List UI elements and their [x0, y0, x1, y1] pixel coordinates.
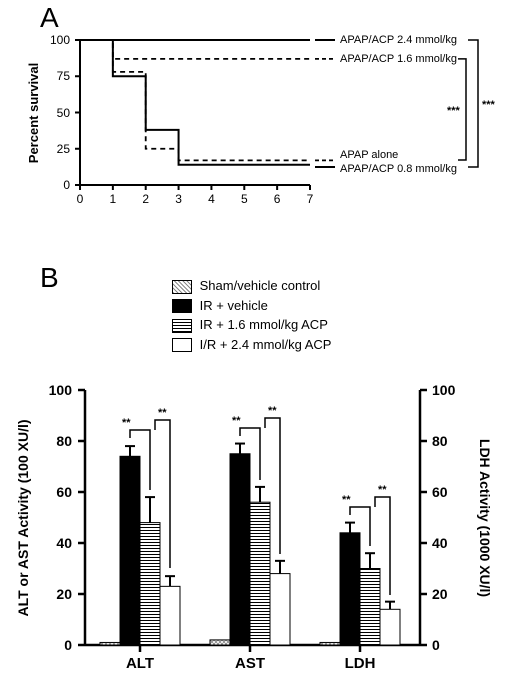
panel-a-sig-inner2: *** [447, 105, 461, 117]
ybr-tick-0: 0 [432, 637, 440, 653]
sig-ldh-1: ** [342, 494, 351, 506]
legend-a-acp24: APAP/ACP 2.4 mmol/kg [340, 34, 457, 46]
ya-tick-100: 100 [50, 33, 70, 47]
ybr-tick-100: 100 [432, 382, 456, 398]
xtick-ast: AST [235, 655, 265, 672]
legend-swatch-ir [172, 299, 192, 313]
legend-swatch-acp16 [172, 319, 192, 333]
legend-b-0: Sham/vehicle control [200, 278, 321, 293]
panel-a-ylabel: Percent survival [26, 63, 41, 163]
series-apap-alone [80, 40, 310, 160]
group-alt: ** ** ALT [100, 407, 180, 672]
ybr-tick-40: 40 [432, 535, 448, 551]
series-acp08 [80, 40, 310, 165]
ybr-tick-60: 60 [432, 484, 448, 500]
yb-tick-60: 60 [56, 484, 72, 500]
panel-b-legend: Sham/vehicle control IR + vehicle IR + 1… [172, 278, 331, 352]
xtick-ldh: LDH [345, 655, 376, 672]
legend-b-3: I/R + 2.4 mmol/kg ACP [200, 337, 332, 352]
panel-b-ylabel-left: ALT or AST Activity (100 XU/l) [15, 419, 31, 616]
xa-tick-2: 2 [142, 192, 149, 206]
legend-a-acp08: APAP/ACP 0.8 mmol/kg [340, 163, 457, 175]
yb-tick-100: 100 [49, 382, 73, 398]
legend-a-acp16: APAP/ACP 1.6 mmol/kg [340, 53, 457, 65]
yb-tick-80: 80 [56, 433, 72, 449]
legend-a-alone: APAP alone [340, 149, 398, 161]
panel-a-chart: 0 25 50 75 100 0 1 2 3 4 5 6 [0, 10, 508, 230]
sig-alt-2: ** [158, 407, 167, 419]
yb-tick-20: 20 [56, 586, 72, 602]
group-ldh: ** ** LDH [320, 484, 400, 672]
sig-ldh-2: ** [378, 484, 387, 496]
ya-tick-50: 50 [57, 106, 71, 120]
xtick-alt: ALT [126, 655, 154, 672]
legend-swatch-acp24 [172, 338, 192, 352]
yb-tick-0: 0 [64, 637, 72, 653]
xa-tick-1: 1 [110, 192, 117, 206]
xa-tick-4: 4 [208, 192, 215, 206]
ybr-tick-20: 20 [432, 586, 448, 602]
legend-swatch-sham [172, 280, 192, 294]
ya-tick-75: 75 [57, 69, 71, 83]
xa-tick-3: 3 [175, 192, 182, 206]
ybr-tick-80: 80 [432, 433, 448, 449]
ya-tick-0: 0 [63, 178, 70, 192]
series-acp16 [80, 40, 310, 59]
ya-tick-25: 25 [57, 142, 71, 156]
panel-b-chart: 0 0 20 20 40 40 60 60 80 80 100 100 ALT … [0, 370, 508, 700]
legend-b-2: IR + 1.6 mmol/kg ACP [200, 317, 328, 332]
xa-tick-6: 6 [274, 192, 281, 206]
sig-ast-1: ** [232, 415, 241, 427]
xa-tick-7: 7 [307, 192, 314, 206]
xa-tick-0: 0 [77, 192, 84, 206]
panel-b-ylabel-right: LDH Activity (1000 XU/l) [477, 439, 493, 597]
xa-tick-5: 5 [241, 192, 248, 206]
sig-ast-2: ** [268, 405, 277, 417]
sig-alt-1: ** [122, 417, 131, 429]
group-ast: ** ** AST [210, 405, 290, 672]
panel-b-label: B [40, 262, 59, 294]
legend-b-1: IR + vehicle [200, 298, 268, 313]
panel-a-sig-outer: *** [482, 99, 496, 111]
yb-tick-40: 40 [56, 535, 72, 551]
